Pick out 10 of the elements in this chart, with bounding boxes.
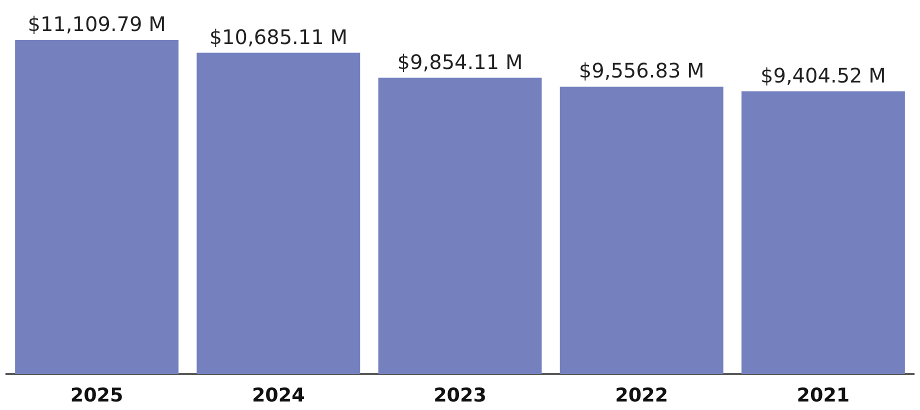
x-tick-label: 2023 bbox=[434, 384, 486, 406]
data-label: $9,556.83 M bbox=[578, 58, 704, 83]
x-tick-label: 2022 bbox=[615, 384, 668, 406]
x-tick-label: 2025 bbox=[70, 384, 124, 406]
data-label: $10,685.11 M bbox=[209, 24, 348, 49]
x-tick-label: 2024 bbox=[252, 384, 305, 406]
data-label: $9,854.11 M bbox=[397, 50, 523, 74]
data-label: $9,404.52 M bbox=[760, 63, 886, 88]
data-label: $11,109.79 M bbox=[28, 12, 166, 36]
x-tick-label: 2021 bbox=[796, 384, 850, 406]
